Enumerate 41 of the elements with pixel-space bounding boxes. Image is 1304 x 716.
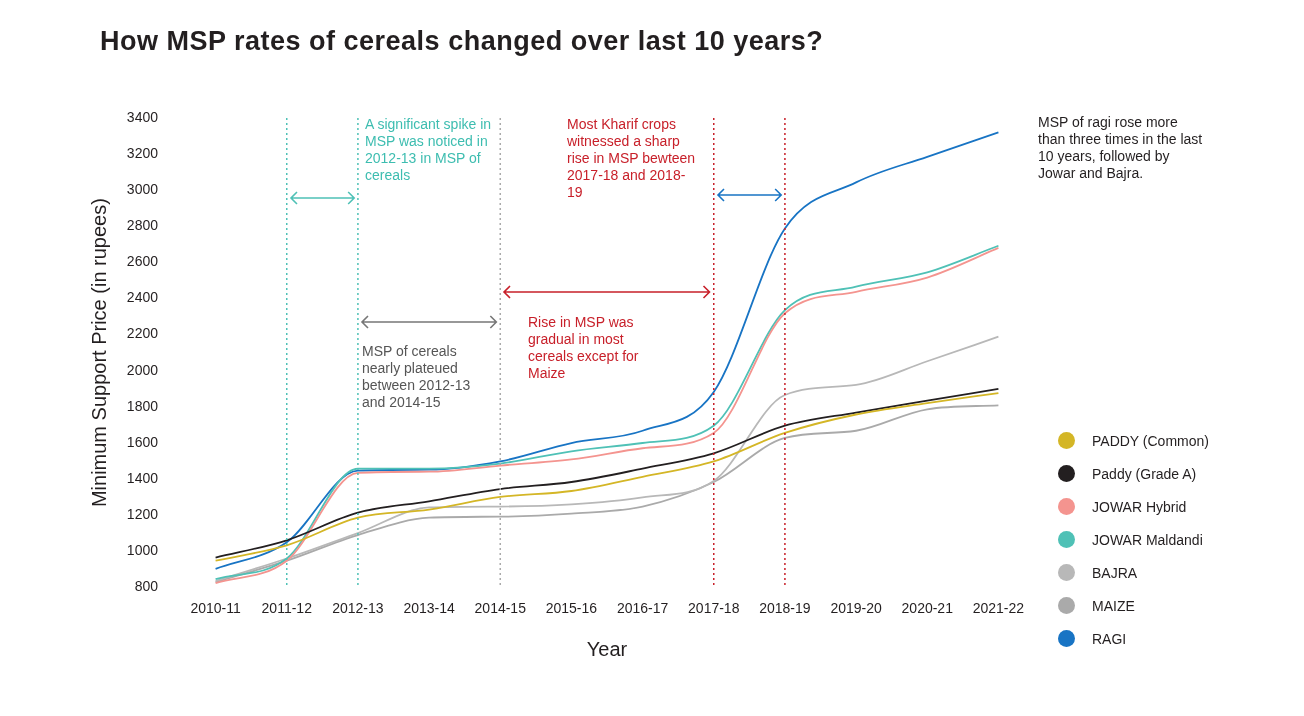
legend-label: RAGI xyxy=(1092,630,1127,647)
x-tick-label: 2020-21 xyxy=(901,600,954,617)
x-axis-title: Year xyxy=(586,637,628,660)
y-tick-label: 1200 xyxy=(126,505,159,522)
y-tick-label: 3000 xyxy=(126,181,159,198)
y-tick-label: 1600 xyxy=(126,433,159,450)
x-tick-label: 2013-14 xyxy=(403,600,455,617)
y-tick-label: 2400 xyxy=(126,289,159,306)
x-tick-label: 2016-17 xyxy=(616,600,669,617)
x-tick-label: 2019-20 xyxy=(830,600,882,617)
x-tick-label: 2010-11 xyxy=(190,600,241,617)
legend-label: BAJRA xyxy=(1092,564,1138,581)
x-tick-label: 2014-15 xyxy=(474,600,527,617)
x-tick-label: 2018-19 xyxy=(759,600,811,617)
y-axis-title: Minimum Support Price (in rupees) xyxy=(87,198,110,508)
legend-label: JOWAR Maldandi xyxy=(1092,531,1203,548)
x-tick-label: 2017-18 xyxy=(688,600,740,617)
y-tick-label: 800 xyxy=(134,578,159,595)
y-tick-label: 1000 xyxy=(126,541,159,558)
legend-label: JOWAR Hybrid xyxy=(1092,498,1187,515)
y-tick-label: 2600 xyxy=(126,253,159,270)
y-tick-label: 1400 xyxy=(126,469,159,486)
annotation: MSP of cereals nearly plateued between 2012-13 and 2014-15 xyxy=(362,343,472,411)
legend-label: Paddy (Grade A) xyxy=(1092,465,1197,482)
annotation: A significant spike in MSP was noticed in 2012-13 in MSP of cereals xyxy=(365,116,493,184)
x-tick-label: 2012-13 xyxy=(332,600,384,617)
annotation: Most Kharif crops witnessed a sharp rise in MSP bewteen 2017-18 and 2018-19 xyxy=(567,116,697,201)
x-tick-label: 2015-16 xyxy=(545,600,598,617)
annotation: Rise in MSP was gradual in most cereals except for Maize xyxy=(528,314,640,382)
y-tick-label: 2000 xyxy=(126,361,159,378)
y-tick-label: 3200 xyxy=(126,144,159,161)
text: MSP of ragi rose more than three times in the last 10 years, followed by Jowar and Bajra. xyxy=(1038,114,1203,182)
y-tick-label: 2800 xyxy=(126,217,159,234)
y-tick-label: 3400 xyxy=(126,108,159,125)
y-tick-label: 2200 xyxy=(126,325,159,342)
y-tick-label: 1800 xyxy=(126,397,159,414)
chart-title: How MSP rates of cereals changed over last 10 years? xyxy=(100,26,824,57)
x-tick-label: 2011-12 xyxy=(261,600,313,617)
legend-label: PADDY (Common) xyxy=(1092,432,1209,449)
legend-label: MAIZE xyxy=(1092,597,1135,614)
x-tick-label: 2021-22 xyxy=(972,600,1025,617)
